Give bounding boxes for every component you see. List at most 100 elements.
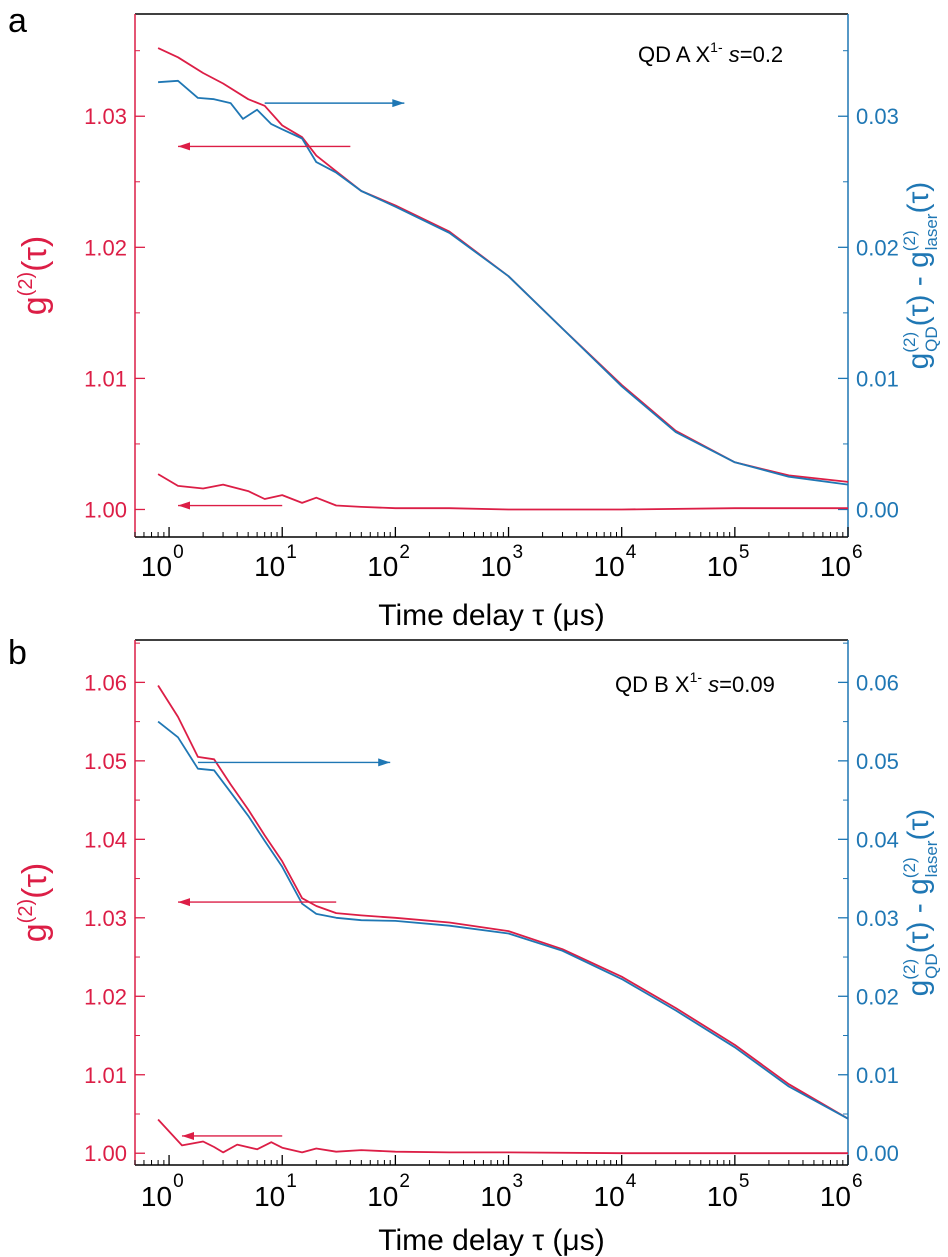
x-tick-label: 10 — [367, 551, 398, 582]
left-title-sup: (2) — [15, 272, 37, 296]
x-tick-label: 10 — [707, 551, 738, 582]
right-tick-label: 0.01 — [856, 1063, 899, 1088]
arrow-head — [378, 758, 391, 767]
x-tick-label: 10 — [594, 551, 625, 582]
left-tick-label: 1.03 — [84, 104, 127, 129]
right-tick-label: 0.02 — [856, 984, 899, 1009]
right-title-sup: (2) — [900, 959, 919, 980]
series-line-left-0 — [157, 685, 849, 1120]
right-axis-title: g(2) QD(τ) - g(2) laser(τ) — [900, 182, 941, 370]
left-title-tail: (τ) — [16, 863, 54, 899]
annotation-sup: 1- — [690, 669, 703, 685]
left-title-main: g — [16, 923, 54, 942]
left-tick-label: 1.02 — [84, 235, 127, 260]
right-tick-label: 0.01 — [856, 366, 899, 391]
right-title-mid: (τ) - g — [902, 251, 935, 326]
right-title-sup2: (2) — [900, 230, 919, 251]
right-tick-label: 0.02 — [856, 235, 899, 260]
left-tick-label: 1.06 — [84, 670, 127, 695]
x-tick-exponent: 0 — [173, 542, 184, 563]
annotation-s: s — [723, 42, 740, 67]
x-tick-exponent: 3 — [513, 1171, 524, 1192]
left-tick-label: 1.02 — [84, 984, 127, 1009]
right-tick-label: 0.00 — [856, 1141, 899, 1166]
x-tick-label: 10 — [594, 1181, 625, 1212]
left-title-tail: (τ) — [16, 236, 54, 272]
right-title-sub: QD — [922, 326, 941, 352]
arrow-head — [392, 99, 405, 108]
x-tick-label: 10 — [254, 1181, 285, 1212]
arrow-head — [178, 142, 190, 151]
x-tick-exponent: 2 — [399, 542, 410, 563]
series-line-left-2 — [157, 1118, 848, 1155]
annotation-value: =0.2 — [740, 42, 783, 67]
x-tick-exponent: 6 — [852, 1171, 863, 1192]
annotation-label: QD A X1- s=0.2 — [638, 39, 783, 67]
annotation-s: s — [702, 672, 719, 697]
x-tick-exponent: 5 — [739, 542, 750, 563]
right-tick-label: 0.05 — [856, 749, 899, 774]
x-tick-label: 10 — [480, 551, 511, 582]
left-axis-title: g(2)(τ) — [15, 236, 54, 315]
annotation-main: QD B X — [615, 672, 690, 697]
x-axis-title: Time delay τ (μs) — [378, 599, 604, 632]
arrow-head — [178, 898, 190, 907]
right-title-sub2: laser — [922, 840, 941, 877]
panel-b-label: b — [8, 634, 27, 672]
annotation-main: QD A X — [638, 42, 710, 67]
left-axis-title: g(2)(τ) — [15, 863, 54, 942]
arrow-head — [182, 1132, 194, 1140]
panel-a-label: a — [8, 2, 27, 40]
x-tick-exponent: 2 — [399, 1171, 410, 1192]
x-tick-label: 10 — [367, 1181, 398, 1212]
x-tick-label: 10 — [254, 551, 285, 582]
left-title-main: g — [16, 296, 54, 315]
x-tick-exponent: 1 — [286, 542, 297, 563]
x-tick-exponent: 6 — [852, 542, 863, 563]
x-tick-exponent: 1 — [286, 1171, 297, 1192]
left-tick-label: 1.01 — [84, 1063, 127, 1088]
x-tick-label: 10 — [707, 1181, 738, 1212]
right-tick-label: 0.03 — [856, 104, 899, 129]
right-tick-label: 0.03 — [856, 906, 899, 931]
left-tick-label: 1.01 — [84, 366, 127, 391]
right-title-g: g — [902, 980, 935, 997]
right-title-g: g — [902, 353, 935, 370]
series-line-right-1 — [157, 720, 849, 1120]
right-tick-label: 0.04 — [856, 827, 899, 852]
x-tick-exponent: 4 — [626, 542, 637, 563]
right-title-sup: (2) — [900, 332, 919, 353]
left-tick-label: 1.05 — [84, 749, 127, 774]
right-axis-title: g(2) QD(τ) - g(2) laser(τ) — [900, 809, 941, 997]
x-tick-label: 10 — [141, 1181, 172, 1212]
x-tick-exponent: 4 — [626, 1171, 637, 1192]
right-title-sub: QD — [922, 953, 941, 979]
x-tick-label: 10 — [820, 551, 851, 582]
right-title-tail: (τ) — [902, 182, 935, 214]
x-tick-label: 10 — [480, 1181, 511, 1212]
left-tick-label: 1.00 — [84, 497, 127, 522]
left-tick-label: 1.00 — [84, 1141, 127, 1166]
annotation-sup: 1- — [710, 39, 723, 55]
annotation-label: QD B X1- s=0.09 — [615, 669, 775, 697]
x-tick-exponent: 0 — [173, 1171, 184, 1192]
series-line-left-2 — [157, 473, 848, 511]
right-tick-label: 0.06 — [856, 670, 899, 695]
x-tick-exponent: 3 — [513, 542, 524, 563]
x-tick-label: 10 — [820, 1181, 851, 1212]
right-title-sup2: (2) — [900, 857, 919, 878]
x-tick-exponent: 5 — [739, 1171, 750, 1192]
x-axis-title: Time delay τ (μs) — [378, 1224, 604, 1257]
right-tick-label: 0.00 — [856, 497, 899, 522]
arrow-head — [178, 501, 190, 510]
left-title-sup: (2) — [15, 899, 37, 923]
x-tick-label: 10 — [141, 551, 172, 582]
left-tick-label: 1.03 — [84, 906, 127, 931]
annotation-value: =0.09 — [719, 672, 775, 697]
right-title-sub2: laser — [922, 213, 941, 250]
series-line-right-1 — [158, 79, 849, 486]
right-title-mid: (τ) - g — [902, 878, 935, 953]
